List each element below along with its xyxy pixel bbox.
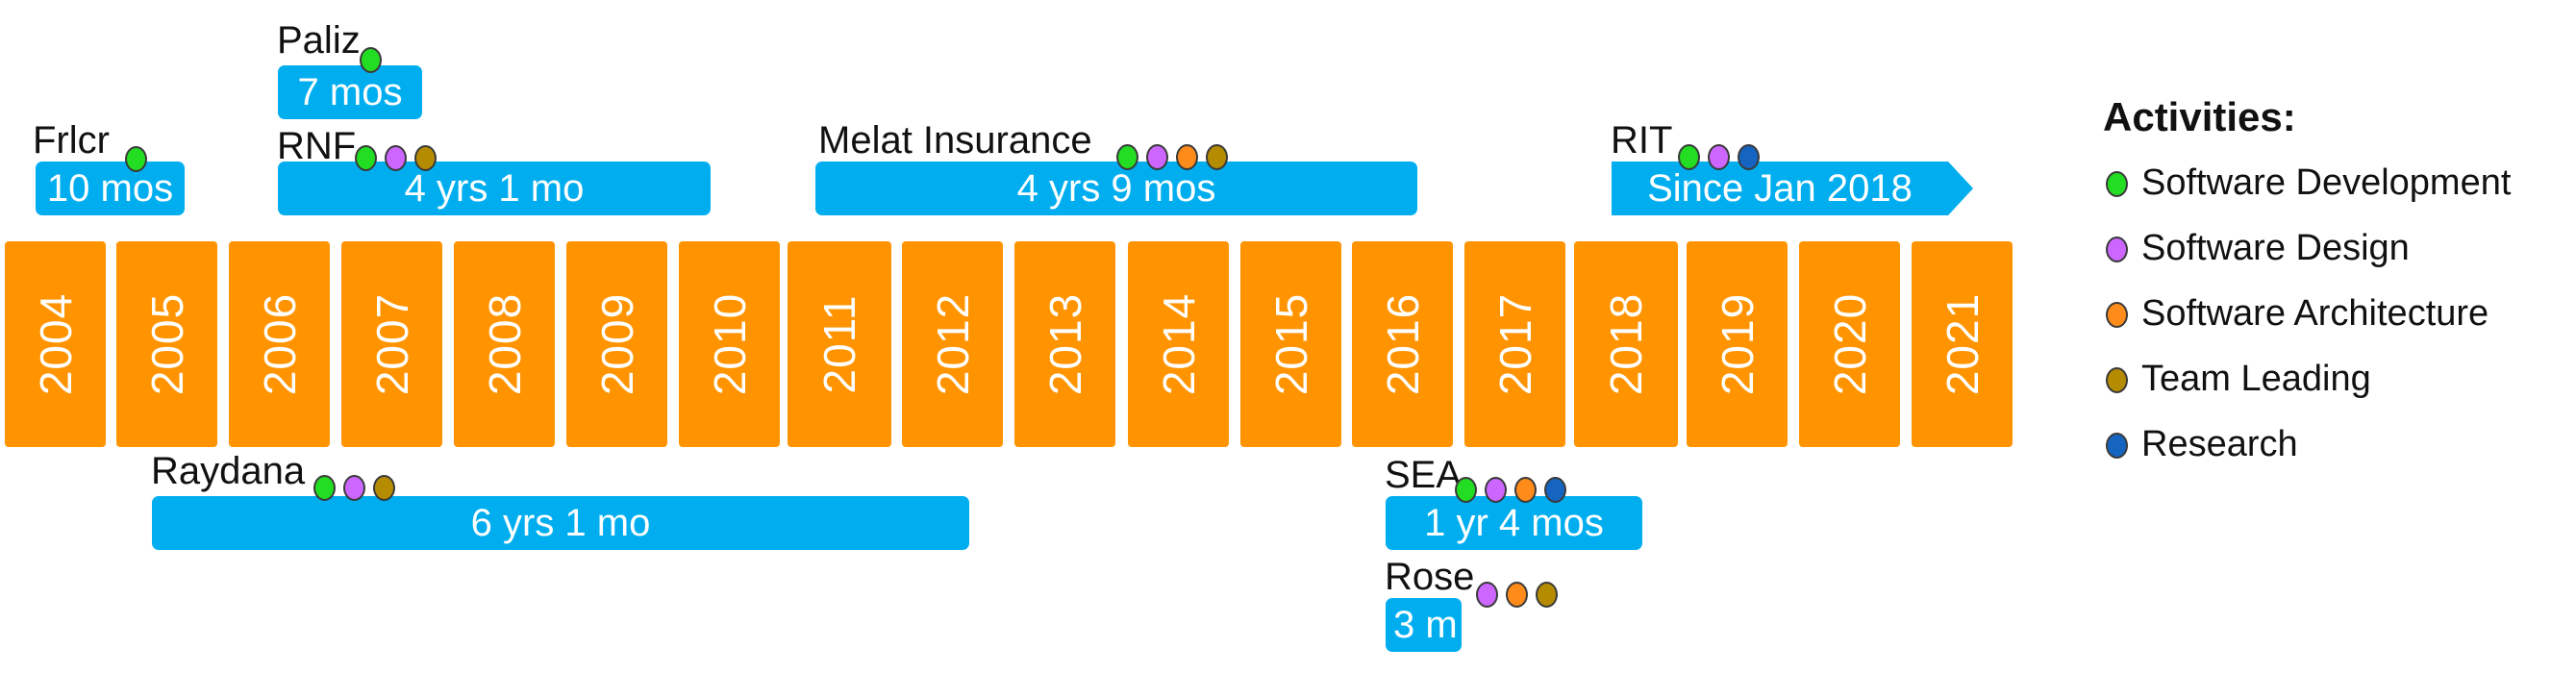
year-box-2015: 2015 <box>1240 241 1341 447</box>
year-label: 2020 <box>1824 292 1875 396</box>
year-label: 2012 <box>927 292 978 396</box>
job-bar-melat-insurance: 4 yrs 9 mos <box>815 162 1417 215</box>
year-label: 2008 <box>479 292 530 396</box>
job-bar-frlcr: 10 mos <box>36 162 185 215</box>
job-bar-rit: Since Jan 2018 <box>1612 162 1948 215</box>
year-box-2010: 2010 <box>679 241 780 447</box>
activity-architecture-icon <box>1514 477 1537 503</box>
year-box-2006: 2006 <box>229 241 330 447</box>
activity-development-icon <box>1455 477 1477 503</box>
year-label: 2013 <box>1039 292 1090 396</box>
year-label: 2019 <box>1712 292 1763 396</box>
year-box-2009: 2009 <box>566 241 667 447</box>
job-duration: 1 yr 4 mos <box>1424 501 1604 544</box>
year-label: 2014 <box>1153 292 1204 396</box>
job-name-paliz: Paliz <box>277 19 361 62</box>
legend-label: Team Leading <box>2141 359 2371 399</box>
year-label: 2017 <box>1489 292 1540 396</box>
year-label: 2018 <box>1601 292 1651 396</box>
year-box-2017: 2017 <box>1464 241 1565 447</box>
activity-development-icon <box>1116 144 1138 170</box>
year-box-2014: 2014 <box>1128 241 1229 447</box>
activity-leading-icon <box>1536 582 1558 608</box>
job-name-melat-insurance: Melat Insurance <box>818 119 1092 162</box>
job-duration: 6 yrs 1 mo <box>470 501 651 544</box>
year-label: 2010 <box>704 292 755 396</box>
year-box-2016: 2016 <box>1352 241 1453 447</box>
year-label: 2016 <box>1377 292 1428 396</box>
activity-development-icon <box>355 145 377 171</box>
job-duration: 4 yrs 1 mo <box>404 166 585 210</box>
activity-leading-icon <box>414 145 437 171</box>
year-label: 2006 <box>254 292 305 396</box>
year-box-2013: 2013 <box>1014 241 1115 447</box>
activity-design-icon <box>1708 144 1730 170</box>
activity-design-icon <box>2106 237 2128 262</box>
activity-leading-icon <box>373 475 395 501</box>
job-name-rit: RIT <box>1611 119 1673 162</box>
job-bar-sea: 1 yr 4 mos <box>1386 496 1642 550</box>
year-label: 2011 <box>814 294 864 394</box>
activity-leading-icon <box>2106 367 2128 393</box>
job-duration: 7 mos <box>297 70 403 113</box>
job-duration: 4 yrs 9 mos <box>1016 166 1216 210</box>
job-bar-raydana: 6 yrs 1 mo <box>152 496 969 550</box>
legend-label: Software Development <box>2141 162 2512 203</box>
job-name-sea: SEA <box>1385 454 1463 496</box>
job-name-raydana: Raydana <box>151 450 306 492</box>
activity-research-icon <box>1738 144 1760 170</box>
activity-design-icon <box>385 145 407 171</box>
year-label: 2005 <box>141 292 192 396</box>
activity-design-icon <box>1146 144 1168 170</box>
year-label: 2009 <box>591 292 642 396</box>
job-name-frlcr: Frlcr <box>33 119 110 162</box>
job-name-rnf: RNF <box>277 125 357 167</box>
activity-design-icon <box>343 475 365 501</box>
year-box-2020: 2020 <box>1799 241 1900 447</box>
activity-development-icon <box>2106 171 2128 197</box>
year-box-2018: 2018 <box>1574 241 1678 447</box>
year-box-2019: 2019 <box>1687 241 1788 447</box>
activity-architecture-icon <box>1176 144 1198 170</box>
job-bar-rose: 3 m <box>1386 598 1462 652</box>
activity-architecture-icon <box>2106 302 2128 328</box>
activity-development-icon <box>125 146 147 172</box>
activity-architecture-icon <box>1506 582 1528 608</box>
ongoing-arrow-icon <box>1948 162 1973 215</box>
activity-development-icon <box>360 47 382 73</box>
year-label: 2021 <box>1937 292 1988 396</box>
activity-design-icon <box>1476 582 1498 608</box>
job-duration: 10 mos <box>46 166 174 210</box>
activity-development-icon <box>313 475 336 501</box>
activity-research-icon <box>1544 477 1566 503</box>
year-box-2012: 2012 <box>902 241 1003 447</box>
job-duration: 3 m <box>1393 603 1458 646</box>
year-box-2011: 2011 <box>788 241 891 447</box>
year-box-2005: 2005 <box>116 241 217 447</box>
legend-label: Research <box>2141 424 2298 464</box>
activity-leading-icon <box>1206 144 1228 170</box>
year-box-2021: 2021 <box>1912 241 2013 447</box>
activity-development-icon <box>1678 144 1700 170</box>
job-bar-rnf: 4 yrs 1 mo <box>278 162 711 215</box>
year-box-2007: 2007 <box>341 241 442 447</box>
job-bar-paliz: 7 mos <box>278 65 422 119</box>
activity-research-icon <box>2106 433 2128 459</box>
activity-design-icon <box>1485 477 1507 503</box>
year-label: 2015 <box>1265 292 1316 396</box>
legend-title: Activities: <box>2103 94 2296 139</box>
year-box-2004: 2004 <box>5 241 106 447</box>
year-box-2008: 2008 <box>454 241 555 447</box>
legend-label: Software Architecture <box>2141 293 2489 334</box>
job-duration: Since Jan 2018 <box>1647 166 1913 210</box>
legend-label: Software Design <box>2141 228 2410 268</box>
job-name-rose: Rose <box>1385 556 1475 598</box>
year-label: 2004 <box>30 292 81 396</box>
year-label: 2007 <box>366 292 417 396</box>
